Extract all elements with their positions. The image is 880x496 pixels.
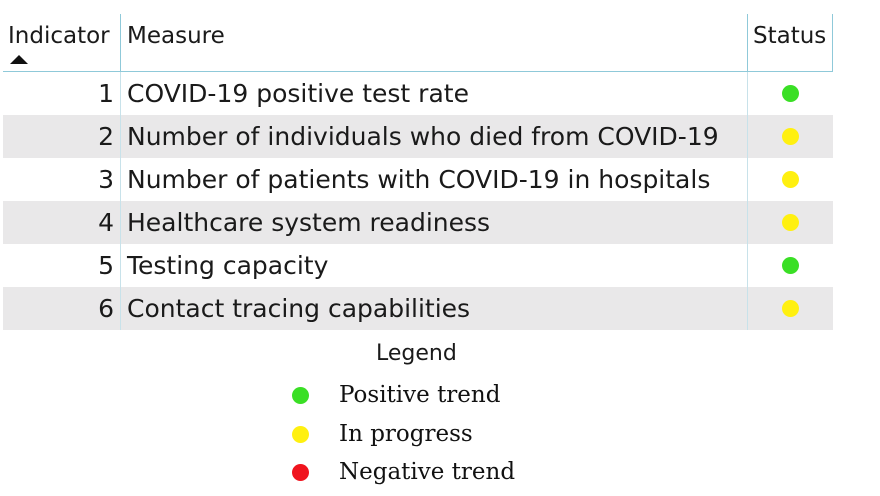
indicator-cell: 3 bbox=[3, 158, 121, 201]
legend-label: In progress bbox=[339, 421, 473, 447]
measure-cell: Testing capacity bbox=[121, 244, 748, 287]
column-header-measure[interactable]: Measure bbox=[121, 14, 748, 71]
legend-dot-icon bbox=[292, 386, 309, 404]
table-row[interactable]: 5 Testing capacity bbox=[3, 244, 833, 287]
status-cell bbox=[748, 287, 833, 330]
column-header-status[interactable]: Status bbox=[748, 14, 833, 71]
measure-cell: Contact tracing capabilities bbox=[121, 287, 748, 330]
legend-title: Legend bbox=[376, 341, 457, 366]
legend-item: Positive trend bbox=[292, 380, 500, 410]
status-dot-icon bbox=[782, 300, 799, 317]
status-cell bbox=[748, 244, 833, 287]
table-row[interactable]: 6 Contact tracing capabilities bbox=[3, 287, 833, 330]
status-dot-icon bbox=[782, 128, 799, 145]
table-row[interactable]: 3 Number of patients with COVID-19 in hos… bbox=[3, 158, 833, 201]
indicator-table: Indicator Measure Status 1 COVID-19 posit… bbox=[3, 14, 833, 330]
status-dot-icon bbox=[782, 257, 799, 274]
legend-item: Negative trend bbox=[292, 457, 515, 487]
indicator-cell: 2 bbox=[3, 115, 121, 158]
indicator-cell: 6 bbox=[3, 287, 121, 330]
indicator-cell: 4 bbox=[3, 201, 121, 244]
status-dot-icon bbox=[782, 85, 799, 102]
status-cell bbox=[748, 158, 833, 201]
status-cell bbox=[748, 72, 833, 115]
measure-cell: Number of individuals who died from COVI… bbox=[121, 115, 748, 158]
legend-label: Negative trend bbox=[339, 459, 516, 485]
status-cell bbox=[748, 201, 833, 244]
table-header: Indicator Measure Status bbox=[3, 14, 833, 72]
column-header-measure-label: Measure bbox=[127, 23, 225, 49]
measure-cell: Number of patients with COVID-19 in hosp… bbox=[121, 158, 748, 201]
status-cell bbox=[748, 115, 833, 158]
status-dot-icon bbox=[782, 214, 799, 231]
status-dot-icon bbox=[782, 171, 799, 188]
table-row[interactable]: 1 COVID-19 positive test rate bbox=[3, 72, 833, 115]
legend-item: In progress bbox=[292, 419, 473, 449]
measure-cell: COVID-19 positive test rate bbox=[121, 72, 748, 115]
column-header-indicator[interactable]: Indicator bbox=[3, 14, 121, 71]
indicator-cell: 5 bbox=[3, 244, 121, 287]
indicator-cell: 1 bbox=[3, 72, 121, 115]
sort-ascending-icon[interactable] bbox=[10, 55, 28, 64]
table-body: 1 COVID-19 positive test rate 2 Number of i… bbox=[3, 72, 833, 330]
column-header-status-label: Status bbox=[753, 23, 827, 49]
legend-dot-icon bbox=[292, 463, 309, 481]
table-row[interactable]: 4 Healthcare system readiness bbox=[3, 201, 833, 244]
table-row[interactable]: 2 Number of individuals who died from COV… bbox=[3, 115, 833, 158]
legend-label: Positive trend bbox=[339, 382, 501, 408]
column-header-indicator-label: Indicator bbox=[8, 23, 110, 49]
legend-dot-icon bbox=[292, 425, 309, 443]
measure-cell: Healthcare system readiness bbox=[121, 201, 748, 244]
